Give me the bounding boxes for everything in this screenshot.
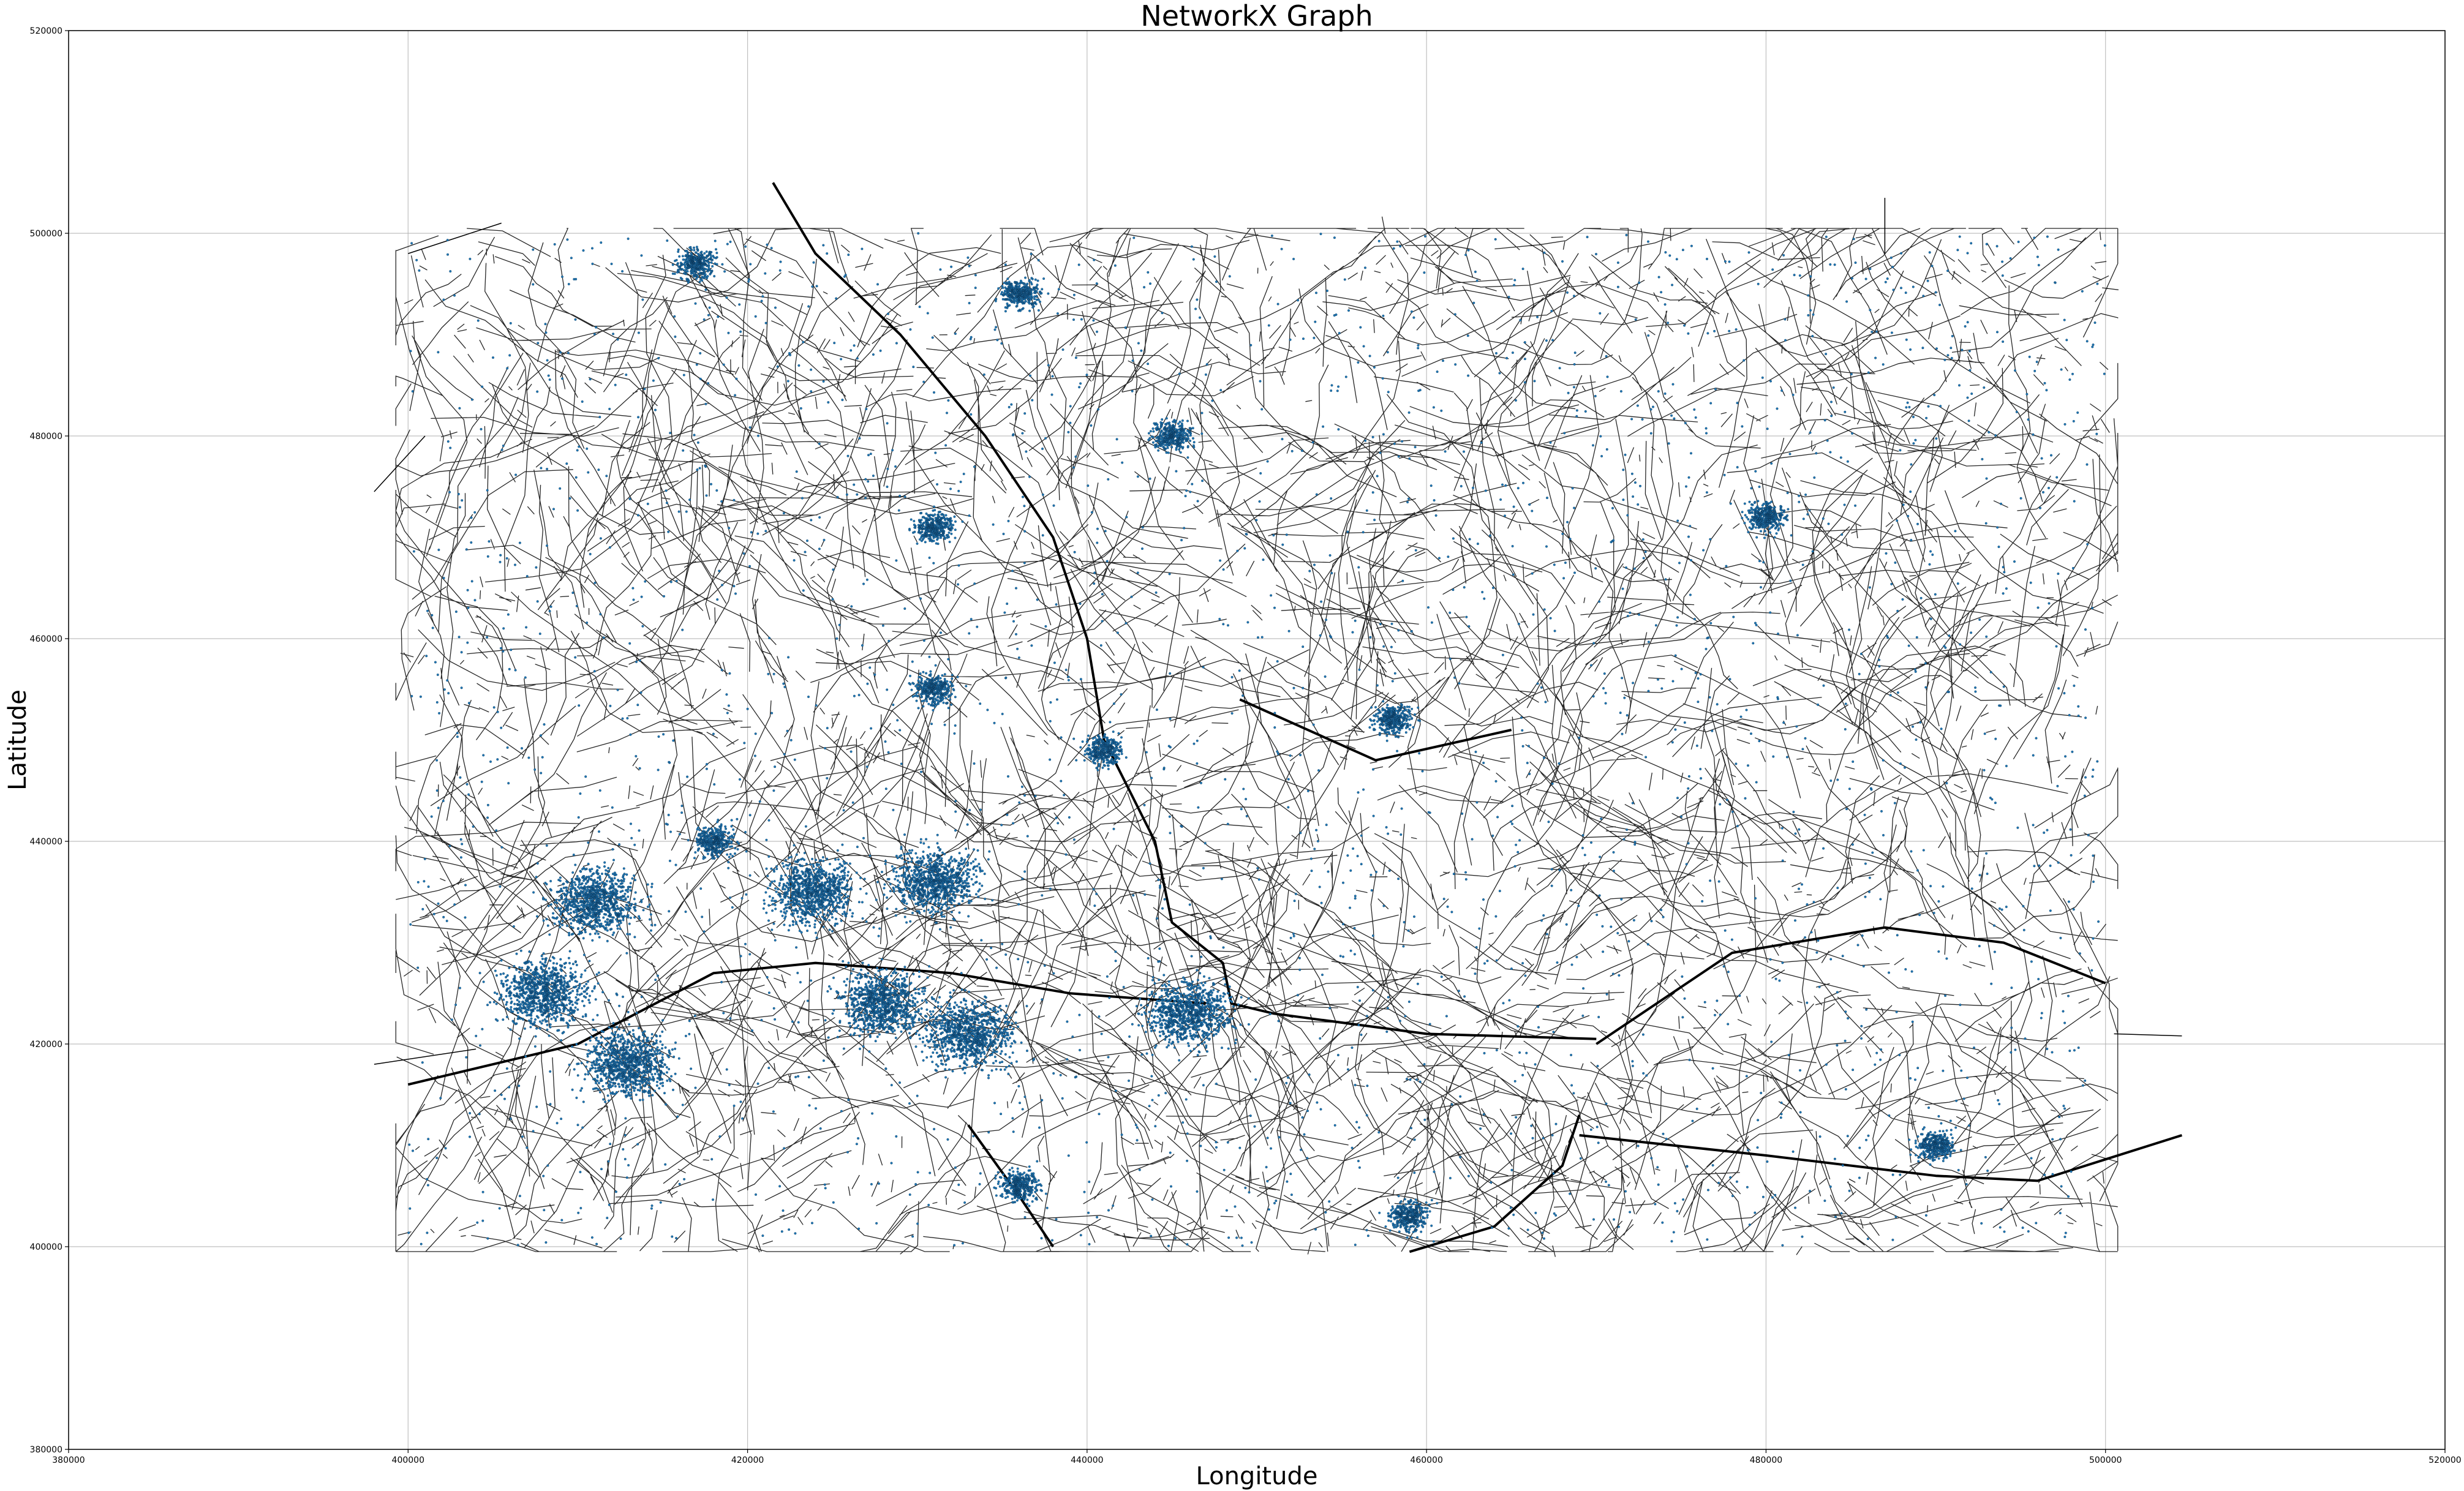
y-tick-label: 500000 [30,229,62,239]
node-markers [407,232,2106,1247]
x-axis-label: Longitude [1196,1462,1318,1490]
y-tick-label: 400000 [30,1242,62,1252]
edge-stray [374,1048,477,1065]
major-road [1596,926,2106,1045]
graph-major-roads [407,182,2183,1253]
graph-edges [374,198,2182,1257]
edge-stray [2114,1033,2182,1037]
y-tick-label: 460000 [30,634,62,644]
y-tick-label: 440000 [30,837,62,847]
y-axis-label: Latitude [4,689,32,791]
x-tick-label: 480000 [1750,1455,1782,1465]
axes-frame [68,30,2446,1450]
y-tick-label: 420000 [30,1040,62,1050]
major-road [407,961,1207,1086]
edge-stray [408,222,502,254]
edge-network [395,216,2119,1257]
y-tick-label: 520000 [30,26,62,36]
major-road [1579,1134,2183,1182]
edge-stray [374,435,426,492]
major-road [1409,1114,1581,1253]
major-road [772,182,1597,1040]
chart-title: NetworkX Graph [1140,0,1373,32]
x-tick-label: 460000 [1410,1455,1442,1465]
x-tick-label: 420000 [731,1455,764,1465]
x-tick-label: 520000 [2428,1455,2461,1465]
graph-nodes [407,232,2106,1247]
x-tick-label: 400000 [392,1455,424,1465]
y-tick-label: 380000 [30,1445,62,1455]
x-tick-label: 380000 [52,1455,85,1465]
x-tick-label: 440000 [1071,1455,1103,1465]
y-tick-label: 480000 [30,432,62,441]
axis-ticks: 380000 400000 420000 440000 460000 480000 5000… [30,26,2462,1465]
major-road [1239,698,1512,762]
grid-lines [68,30,2446,1450]
x-tick-label: 500000 [2089,1455,2122,1465]
